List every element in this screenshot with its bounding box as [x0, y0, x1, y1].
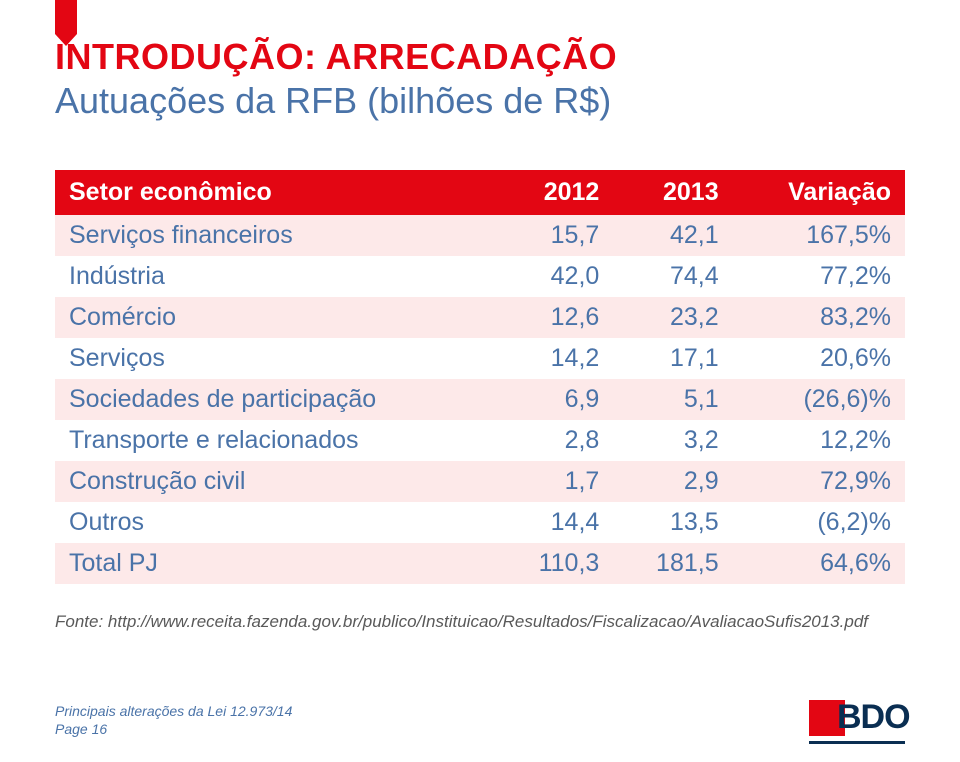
title-block: INTRODUÇÃO: ARRECADAÇÃO Autuações da RFB… — [55, 36, 905, 122]
cell: 77,2% — [733, 256, 905, 297]
cell: 14,4 — [496, 502, 613, 543]
cell: 2,9 — [613, 461, 732, 502]
cell: 2,8 — [496, 420, 613, 461]
table-row: Serviços 14,2 17,1 20,6% — [55, 338, 905, 379]
title-line2: Autuações da RFB (bilhões de R$) — [55, 80, 905, 122]
cell: 5,1 — [613, 379, 732, 420]
table-row: Outros 14,4 13,5 (6,2)% — [55, 502, 905, 543]
cell: Sociedades de participação — [55, 379, 496, 420]
cell: 13,5 — [613, 502, 732, 543]
cell: 23,2 — [613, 297, 732, 338]
col-header: Variação — [733, 170, 905, 215]
table-row: Total PJ 110,3 181,5 64,6% — [55, 543, 905, 584]
cell: 6,9 — [496, 379, 613, 420]
cell: 42,1 — [613, 215, 732, 256]
table-row: Transporte e relacionados 2,8 3,2 12,2% — [55, 420, 905, 461]
cell: Serviços — [55, 338, 496, 379]
table-header-row: Setor econômico 2012 2013 Variação — [55, 170, 905, 215]
cell: Outros — [55, 502, 496, 543]
cell: 17,1 — [613, 338, 732, 379]
cell: 181,5 — [613, 543, 732, 584]
logo-text: BDO — [837, 698, 910, 737]
table-row: Comércio 12,6 23,2 83,2% — [55, 297, 905, 338]
cell: 74,4 — [613, 256, 732, 297]
slide: INTRODUÇÃO: ARRECADAÇÃO Autuações da RFB… — [0, 0, 960, 762]
footer-line2: Page 16 — [55, 720, 292, 738]
cell: 14,2 — [496, 338, 613, 379]
cell: 12,2% — [733, 420, 905, 461]
table-row: Sociedades de participação 6,9 5,1 (26,6… — [55, 379, 905, 420]
cell: Serviços financeiros — [55, 215, 496, 256]
footer: Principais alterações da Lei 12.973/14 P… — [55, 702, 292, 738]
col-header: 2012 — [496, 170, 613, 215]
cell: (6,2)% — [733, 502, 905, 543]
logo-underline-icon — [809, 741, 905, 744]
cell: 64,6% — [733, 543, 905, 584]
logo: BDO — [809, 700, 905, 742]
cell: Construção civil — [55, 461, 496, 502]
cell: Total PJ — [55, 543, 496, 584]
cell: Transporte e relacionados — [55, 420, 496, 461]
source-text: Fonte: http://www.receita.fazenda.gov.br… — [55, 612, 905, 632]
data-table: Setor econômico 2012 2013 Variação Servi… — [55, 170, 905, 584]
cell: 72,9% — [733, 461, 905, 502]
table-row: Indústria 42,0 74,4 77,2% — [55, 256, 905, 297]
footer-line1: Principais alterações da Lei 12.973/14 — [55, 702, 292, 720]
cell: Indústria — [55, 256, 496, 297]
col-header: Setor econômico — [55, 170, 496, 215]
cell: 12,6 — [496, 297, 613, 338]
cell: 83,2% — [733, 297, 905, 338]
cell: Comércio — [55, 297, 496, 338]
cell: 1,7 — [496, 461, 613, 502]
cell: 3,2 — [613, 420, 732, 461]
table-row: Serviços financeiros 15,7 42,1 167,5% — [55, 215, 905, 256]
cell: 110,3 — [496, 543, 613, 584]
accent-bar-icon — [55, 0, 77, 34]
table-row: Construção civil 1,7 2,9 72,9% — [55, 461, 905, 502]
cell: 15,7 — [496, 215, 613, 256]
cell: 167,5% — [733, 215, 905, 256]
cell: (26,6)% — [733, 379, 905, 420]
title-line1: INTRODUÇÃO: ARRECADAÇÃO — [55, 36, 905, 78]
col-header: 2013 — [613, 170, 732, 215]
cell: 20,6% — [733, 338, 905, 379]
cell: 42,0 — [496, 256, 613, 297]
